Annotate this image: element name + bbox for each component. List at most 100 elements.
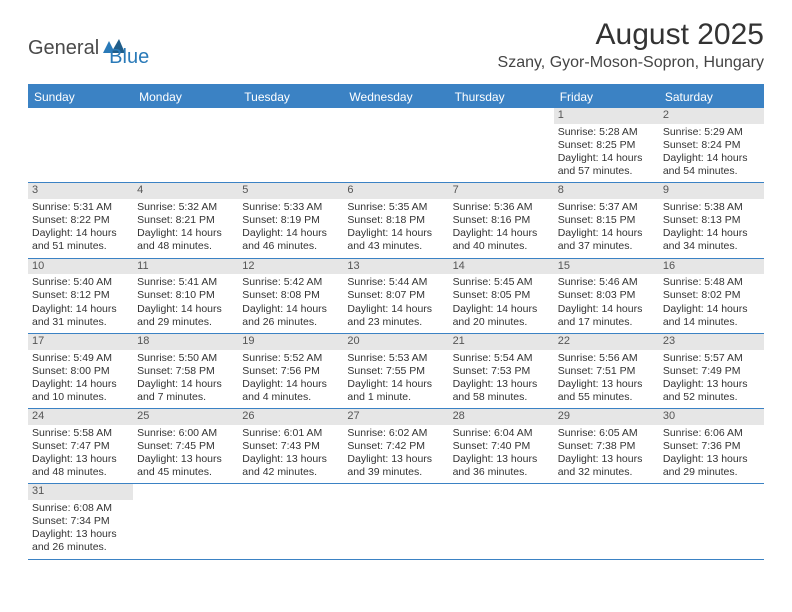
day-line: Sunrise: 6:02 AM xyxy=(347,427,444,440)
day-number: 23 xyxy=(659,334,764,350)
day-line: Sunrise: 5:57 AM xyxy=(663,352,760,365)
week-row: 17Sunrise: 5:49 AMSunset: 8:00 PMDayligh… xyxy=(28,334,764,409)
day-line: Sunset: 8:21 PM xyxy=(137,214,234,227)
day-line: Sunrise: 5:58 AM xyxy=(32,427,129,440)
day-line: Sunset: 7:42 PM xyxy=(347,440,444,453)
day-line: Daylight: 14 hours xyxy=(347,378,444,391)
day-cell: 8Sunrise: 5:37 AMSunset: 8:15 PMDaylight… xyxy=(554,183,659,257)
month-title: August 2025 xyxy=(498,18,764,52)
day-line: Daylight: 14 hours xyxy=(242,303,339,316)
day-line: Daylight: 14 hours xyxy=(453,227,550,240)
day-cell: 19Sunrise: 5:52 AMSunset: 7:56 PMDayligh… xyxy=(238,334,343,408)
day-line: and 42 minutes. xyxy=(242,466,339,479)
day-cell: 21Sunrise: 5:54 AMSunset: 7:53 PMDayligh… xyxy=(449,334,554,408)
day-line: Sunset: 7:40 PM xyxy=(453,440,550,453)
day-line: Sunrise: 5:41 AM xyxy=(137,276,234,289)
day-number: 2 xyxy=(659,108,764,124)
week-row: 10Sunrise: 5:40 AMSunset: 8:12 PMDayligh… xyxy=(28,259,764,334)
day-number: 13 xyxy=(343,259,448,275)
title-block: August 2025 Szany, Gyor-Moson-Sopron, Hu… xyxy=(498,18,764,72)
day-number: 24 xyxy=(28,409,133,425)
day-line: Sunset: 8:00 PM xyxy=(32,365,129,378)
day-line: Sunset: 8:02 PM xyxy=(663,289,760,302)
day-line: and 43 minutes. xyxy=(347,240,444,253)
day-cell: 10Sunrise: 5:40 AMSunset: 8:12 PMDayligh… xyxy=(28,259,133,333)
day-line: and 1 minute. xyxy=(347,391,444,404)
day-content: Sunrise: 5:29 AMSunset: 8:24 PMDaylight:… xyxy=(659,124,764,183)
day-line: and 23 minutes. xyxy=(347,316,444,329)
calendar: SundayMondayTuesdayWednesdayThursdayFrid… xyxy=(28,84,764,560)
day-line: Sunset: 7:38 PM xyxy=(558,440,655,453)
day-line: Sunset: 8:05 PM xyxy=(453,289,550,302)
day-line: Sunrise: 6:00 AM xyxy=(137,427,234,440)
day-number: 12 xyxy=(238,259,343,275)
day-cell: 12Sunrise: 5:42 AMSunset: 8:08 PMDayligh… xyxy=(238,259,343,333)
day-line: Daylight: 13 hours xyxy=(453,453,550,466)
day-cell xyxy=(238,108,343,182)
day-line: Sunset: 8:24 PM xyxy=(663,139,760,152)
day-line: Daylight: 14 hours xyxy=(663,152,760,165)
day-line: Daylight: 13 hours xyxy=(32,453,129,466)
day-cell: 6Sunrise: 5:35 AMSunset: 8:18 PMDaylight… xyxy=(343,183,448,257)
day-line: Sunset: 7:47 PM xyxy=(32,440,129,453)
day-line: and 37 minutes. xyxy=(558,240,655,253)
day-line: Daylight: 13 hours xyxy=(137,453,234,466)
day-content: Sunrise: 5:57 AMSunset: 7:49 PMDaylight:… xyxy=(659,350,764,409)
day-line: and 32 minutes. xyxy=(558,466,655,479)
day-line: Sunset: 7:55 PM xyxy=(347,365,444,378)
day-line: Sunrise: 6:06 AM xyxy=(663,427,760,440)
day-line: Daylight: 14 hours xyxy=(32,303,129,316)
day-cell: 15Sunrise: 5:46 AMSunset: 8:03 PMDayligh… xyxy=(554,259,659,333)
day-line: and 36 minutes. xyxy=(453,466,550,479)
day-line: Daylight: 13 hours xyxy=(32,528,129,541)
day-line: Sunset: 7:43 PM xyxy=(242,440,339,453)
day-number: 3 xyxy=(28,183,133,199)
logo-text-blue: Blue xyxy=(109,46,149,69)
day-content: Sunrise: 5:35 AMSunset: 8:18 PMDaylight:… xyxy=(343,199,448,258)
day-line: Sunrise: 5:35 AM xyxy=(347,201,444,214)
day-content: Sunrise: 5:40 AMSunset: 8:12 PMDaylight:… xyxy=(28,274,133,333)
day-line: Daylight: 14 hours xyxy=(137,303,234,316)
day-content: Sunrise: 6:05 AMSunset: 7:38 PMDaylight:… xyxy=(554,425,659,484)
weekday-header: Monday xyxy=(133,86,238,108)
day-number: 28 xyxy=(449,409,554,425)
day-number: 1 xyxy=(554,108,659,124)
day-content: Sunrise: 5:32 AMSunset: 8:21 PMDaylight:… xyxy=(133,199,238,258)
day-number: 7 xyxy=(449,183,554,199)
day-line: Daylight: 14 hours xyxy=(558,227,655,240)
day-line: Sunrise: 5:40 AM xyxy=(32,276,129,289)
day-cell xyxy=(554,484,659,558)
day-line: Daylight: 14 hours xyxy=(663,303,760,316)
day-line: Sunset: 7:34 PM xyxy=(32,515,129,528)
day-line: Daylight: 14 hours xyxy=(137,378,234,391)
day-line: Sunset: 8:03 PM xyxy=(558,289,655,302)
day-number: 29 xyxy=(554,409,659,425)
day-line: and 4 minutes. xyxy=(242,391,339,404)
day-line: and 26 minutes. xyxy=(32,541,129,554)
day-content: Sunrise: 6:01 AMSunset: 7:43 PMDaylight:… xyxy=(238,425,343,484)
day-cell: 28Sunrise: 6:04 AMSunset: 7:40 PMDayligh… xyxy=(449,409,554,483)
weekday-header: Saturday xyxy=(659,86,764,108)
day-line: and 48 minutes. xyxy=(32,466,129,479)
day-cell: 18Sunrise: 5:50 AMSunset: 7:58 PMDayligh… xyxy=(133,334,238,408)
day-number: 25 xyxy=(133,409,238,425)
day-cell: 7Sunrise: 5:36 AMSunset: 8:16 PMDaylight… xyxy=(449,183,554,257)
day-line: Sunrise: 5:50 AM xyxy=(137,352,234,365)
day-number: 16 xyxy=(659,259,764,275)
day-line: Sunset: 8:10 PM xyxy=(137,289,234,302)
day-number: 4 xyxy=(133,183,238,199)
day-content: Sunrise: 5:36 AMSunset: 8:16 PMDaylight:… xyxy=(449,199,554,258)
day-line: and 29 minutes. xyxy=(663,466,760,479)
day-number: 27 xyxy=(343,409,448,425)
day-cell: 27Sunrise: 6:02 AMSunset: 7:42 PMDayligh… xyxy=(343,409,448,483)
day-number: 22 xyxy=(554,334,659,350)
header: General Blue August 2025 Szany, Gyor-Mos… xyxy=(0,0,792,76)
day-content: Sunrise: 6:02 AMSunset: 7:42 PMDaylight:… xyxy=(343,425,448,484)
day-content: Sunrise: 5:38 AMSunset: 8:13 PMDaylight:… xyxy=(659,199,764,258)
day-cell: 30Sunrise: 6:06 AMSunset: 7:36 PMDayligh… xyxy=(659,409,764,483)
day-line: Sunset: 8:22 PM xyxy=(32,214,129,227)
day-line: Sunset: 7:45 PM xyxy=(137,440,234,453)
day-line: Sunrise: 6:01 AM xyxy=(242,427,339,440)
week-row: 3Sunrise: 5:31 AMSunset: 8:22 PMDaylight… xyxy=(28,183,764,258)
day-number: 5 xyxy=(238,183,343,199)
